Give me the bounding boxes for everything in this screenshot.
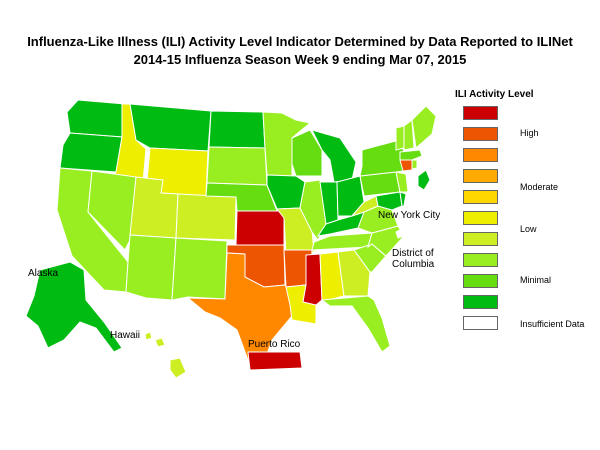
state-nevada [87,170,137,251]
state-kansas [235,210,285,246]
legend-title: ILI Activity Level [455,89,534,100]
state-maryland [375,191,403,211]
state-new-hampshire [403,119,415,151]
state-maine [411,105,437,149]
state-alaska [25,261,123,353]
legend-swatch-level-3 [463,253,498,267]
legend-swatch-level-2 [463,274,498,288]
state-alabama [319,251,345,301]
state-mississippi [302,253,323,306]
state-hawaii [144,331,187,379]
label-new-york-city: New York City [378,210,441,221]
state-wisconsin [291,129,323,177]
legend-label-insufficient: Insufficient Data [520,319,585,329]
label-alaska: Alaska [28,268,59,279]
legend-swatch-level-4 [463,232,498,246]
legend-swatch-level-10 [463,106,498,120]
territory-puerto-rico [247,351,303,371]
state-north-dakota [208,110,266,149]
legend-bracket-minimal [499,259,516,301]
state-washington [66,99,126,138]
legend-bracket-moderate [499,175,516,199]
legend-bracket-low [499,217,516,241]
state-new-mexico [171,237,228,301]
label-hawaii: Hawaii [110,330,141,341]
legend-swatch-insufficient [463,316,498,330]
legend-bracket-insufficient [499,321,516,331]
state-arizona [125,234,177,301]
legend-swatch-level-9 [463,127,498,141]
state-delaware [399,191,407,207]
legend-swatch-level-7 [463,169,498,183]
legend-swatch-level-5 [463,211,498,225]
state-tennessee [311,232,373,251]
dc-marker [395,229,405,239]
legend-label-low: Low [520,224,537,234]
state-oregon [59,132,123,173]
legend-label-high: High [520,128,539,138]
map-title: Influenza-Like Illness (ILI) Activity Le… [27,34,573,49]
state-new-jersey [395,171,409,193]
legend-swatch-level-6 [463,190,498,204]
nyc-marker [417,169,431,191]
state-montana [129,103,212,152]
legend-swatch-level-8 [463,148,498,162]
map-subtitle: 2014-15 Influenza Season Week 9 ending M… [133,52,467,67]
legend-label-moderate: Moderate [520,182,559,192]
state-vermont [395,125,405,151]
legend-label-minimal: Minimal [520,275,552,285]
label-puerto-rico: Puerto Rico [248,339,301,350]
state-florida [320,295,391,353]
state-colorado [175,193,237,241]
state-massachusetts [399,149,423,161]
state-south-dakota [206,146,268,186]
legend-swatch-level-1 [463,295,498,309]
legend-bracket-high [499,109,516,157]
state-rhode-island [411,159,418,170]
label-dc: District of Columbia [392,248,435,270]
